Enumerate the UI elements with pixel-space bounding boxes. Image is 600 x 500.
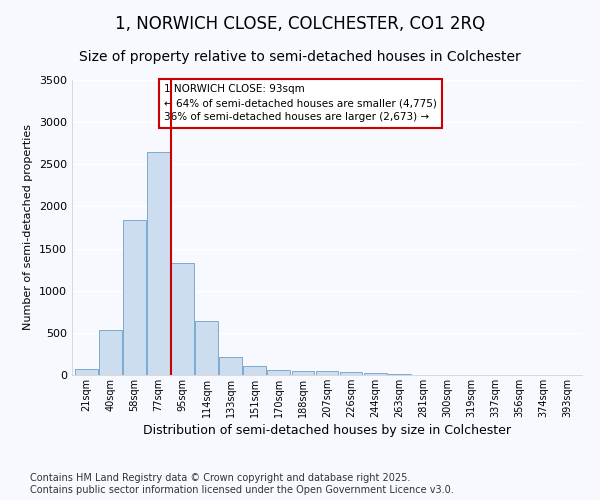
Bar bbox=[147, 152, 170, 375]
Text: 1, NORWICH CLOSE, COLCHESTER, CO1 2RQ: 1, NORWICH CLOSE, COLCHESTER, CO1 2RQ bbox=[115, 15, 485, 33]
Text: Size of property relative to semi-detached houses in Colchester: Size of property relative to semi-detach… bbox=[79, 50, 521, 64]
Bar bbox=[75, 369, 98, 375]
Bar bbox=[244, 366, 266, 375]
Text: Contains HM Land Registry data © Crown copyright and database right 2025.
Contai: Contains HM Land Registry data © Crown c… bbox=[30, 474, 454, 495]
Bar bbox=[268, 370, 290, 375]
Bar bbox=[340, 372, 362, 375]
Bar bbox=[220, 358, 242, 375]
Y-axis label: Number of semi-detached properties: Number of semi-detached properties bbox=[23, 124, 34, 330]
Bar bbox=[316, 371, 338, 375]
Bar bbox=[388, 374, 410, 375]
Text: 1 NORWICH CLOSE: 93sqm
← 64% of semi-detached houses are smaller (4,775)
36% of : 1 NORWICH CLOSE: 93sqm ← 64% of semi-det… bbox=[164, 84, 437, 122]
Bar bbox=[123, 220, 146, 375]
Bar bbox=[195, 321, 218, 375]
Bar bbox=[292, 371, 314, 375]
Bar bbox=[99, 330, 122, 375]
Bar bbox=[364, 373, 386, 375]
X-axis label: Distribution of semi-detached houses by size in Colchester: Distribution of semi-detached houses by … bbox=[143, 424, 511, 437]
Bar bbox=[171, 263, 194, 375]
